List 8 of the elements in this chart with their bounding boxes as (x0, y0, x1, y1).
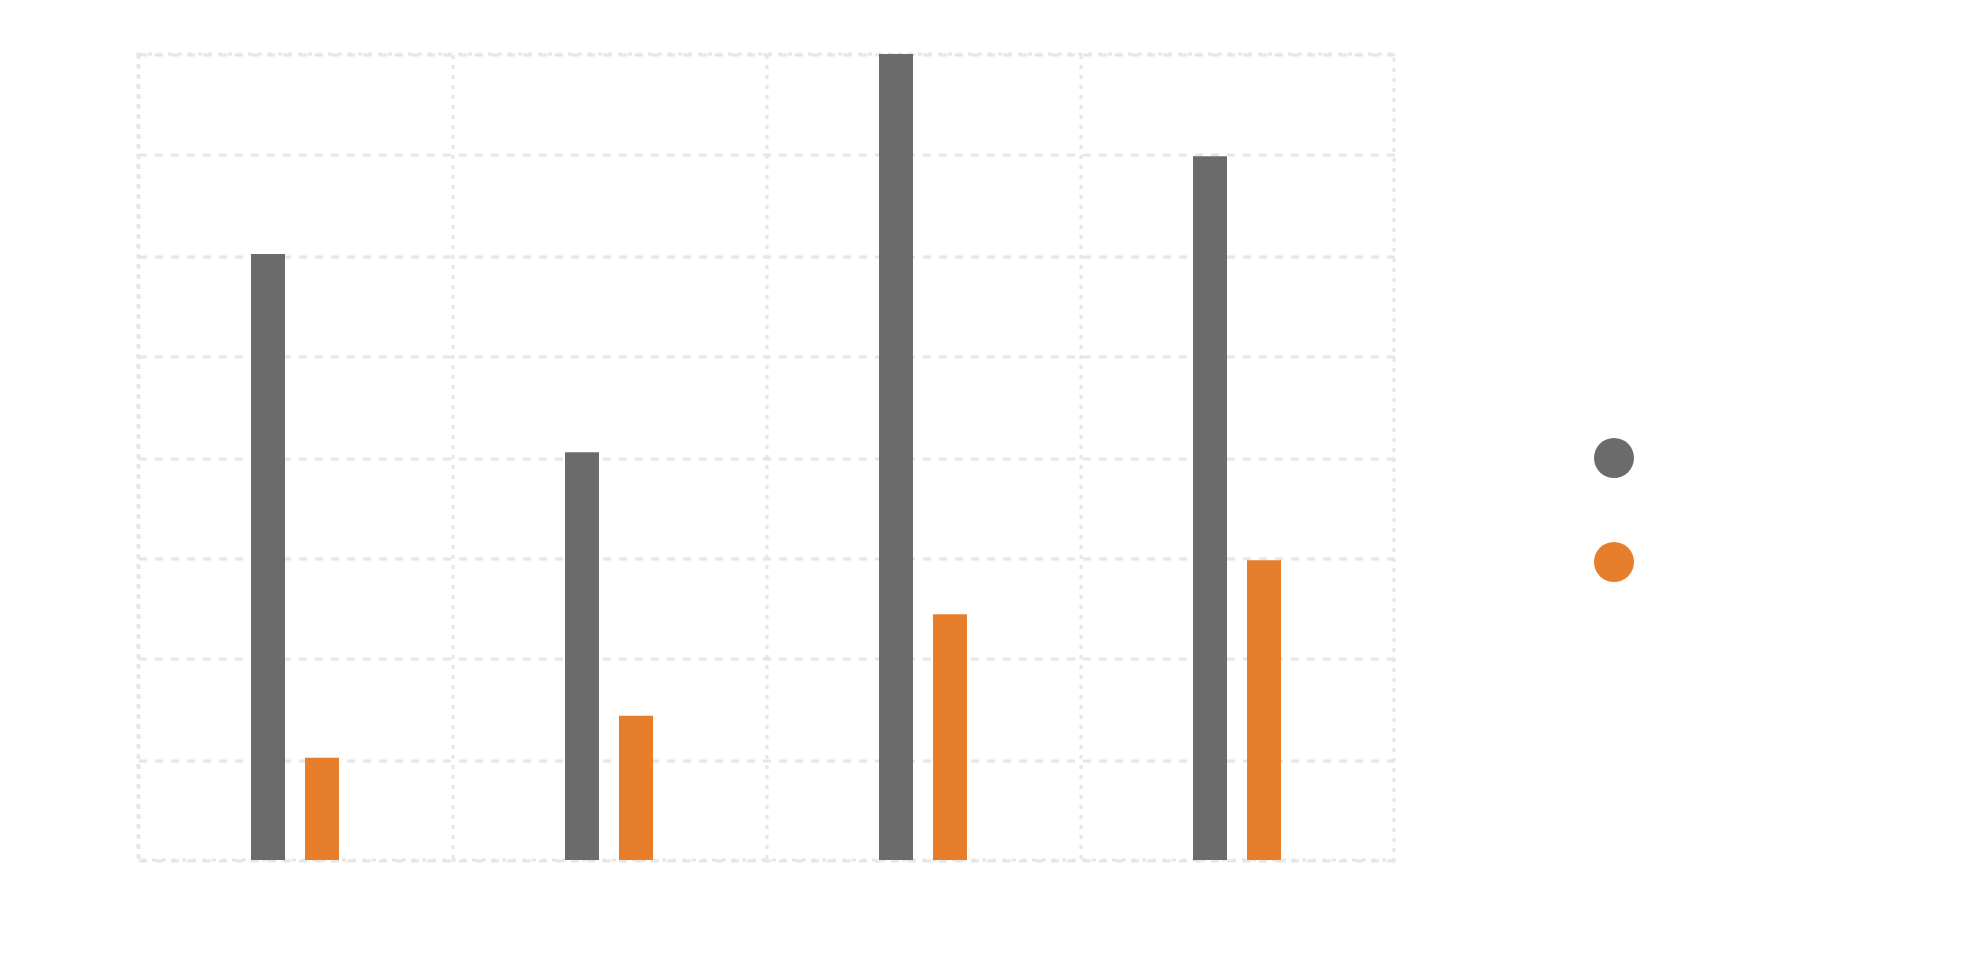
bar (619, 715, 653, 860)
bar (933, 614, 967, 860)
bar (879, 54, 913, 860)
bar (1247, 560, 1281, 860)
bar (1193, 156, 1227, 860)
bar (305, 757, 339, 860)
bar (251, 253, 285, 860)
bar (565, 452, 599, 860)
